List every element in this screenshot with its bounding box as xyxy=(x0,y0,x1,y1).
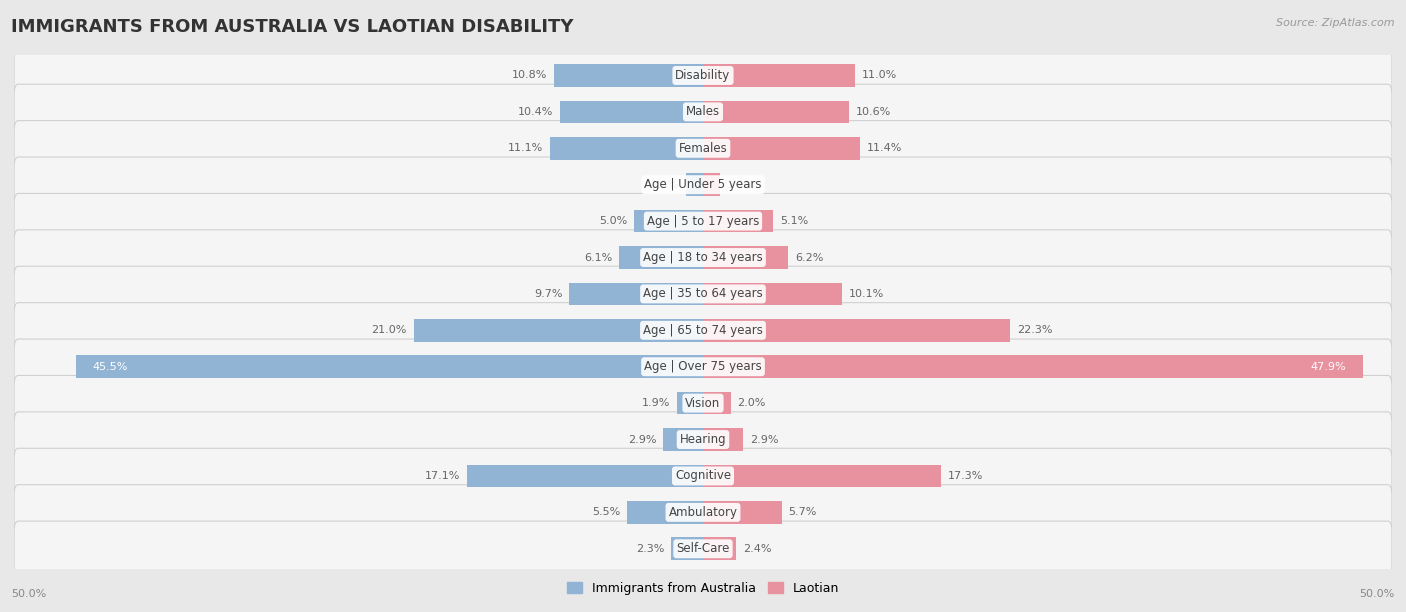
Bar xyxy=(634,210,703,233)
Text: 11.0%: 11.0% xyxy=(862,70,897,80)
Text: 10.8%: 10.8% xyxy=(512,70,547,80)
Text: Hearing: Hearing xyxy=(679,433,727,446)
Bar xyxy=(703,392,731,414)
FancyBboxPatch shape xyxy=(14,84,1392,140)
Bar xyxy=(676,392,703,414)
Bar xyxy=(560,100,703,123)
Text: 17.1%: 17.1% xyxy=(425,471,461,481)
FancyBboxPatch shape xyxy=(14,48,1392,103)
Text: 2.9%: 2.9% xyxy=(749,435,779,444)
FancyBboxPatch shape xyxy=(14,521,1392,577)
FancyBboxPatch shape xyxy=(14,485,1392,540)
Text: 9.7%: 9.7% xyxy=(534,289,562,299)
Text: 6.1%: 6.1% xyxy=(583,253,612,263)
Bar xyxy=(619,246,703,269)
Text: 5.1%: 5.1% xyxy=(780,216,808,226)
Text: 2.3%: 2.3% xyxy=(636,544,665,554)
Text: Age | 18 to 34 years: Age | 18 to 34 years xyxy=(643,251,763,264)
Text: 22.3%: 22.3% xyxy=(1017,326,1053,335)
Bar xyxy=(703,537,737,560)
Bar xyxy=(703,356,1362,378)
FancyBboxPatch shape xyxy=(14,230,1392,285)
Text: 21.0%: 21.0% xyxy=(371,326,406,335)
Text: 2.0%: 2.0% xyxy=(738,398,766,408)
Bar xyxy=(671,537,703,560)
Text: 50.0%: 50.0% xyxy=(1360,589,1395,599)
Text: 5.0%: 5.0% xyxy=(599,216,627,226)
Text: Age | Under 5 years: Age | Under 5 years xyxy=(644,178,762,191)
FancyBboxPatch shape xyxy=(14,303,1392,358)
Text: Age | 35 to 64 years: Age | 35 to 64 years xyxy=(643,288,763,300)
Bar xyxy=(703,210,773,233)
Bar xyxy=(703,428,742,451)
Bar xyxy=(76,356,703,378)
Text: 10.6%: 10.6% xyxy=(856,107,891,117)
Bar xyxy=(686,173,703,196)
Legend: Immigrants from Australia, Laotian: Immigrants from Australia, Laotian xyxy=(561,577,845,600)
Bar xyxy=(554,64,703,87)
Bar xyxy=(703,64,855,87)
Text: Self-Care: Self-Care xyxy=(676,542,730,555)
Text: 47.9%: 47.9% xyxy=(1310,362,1347,371)
Text: Vision: Vision xyxy=(685,397,721,409)
Bar xyxy=(413,319,703,341)
Text: 1.9%: 1.9% xyxy=(641,398,669,408)
Text: 11.1%: 11.1% xyxy=(508,143,543,153)
FancyBboxPatch shape xyxy=(14,376,1392,431)
FancyBboxPatch shape xyxy=(14,193,1392,248)
Text: 2.9%: 2.9% xyxy=(627,435,657,444)
Bar xyxy=(703,173,720,196)
FancyBboxPatch shape xyxy=(14,157,1392,212)
Bar xyxy=(664,428,703,451)
Text: Ambulatory: Ambulatory xyxy=(668,506,738,519)
Text: Females: Females xyxy=(679,142,727,155)
FancyBboxPatch shape xyxy=(14,339,1392,394)
Text: Age | 65 to 74 years: Age | 65 to 74 years xyxy=(643,324,763,337)
Text: 1.2%: 1.2% xyxy=(651,180,679,190)
Text: 1.2%: 1.2% xyxy=(727,180,755,190)
FancyBboxPatch shape xyxy=(14,412,1392,467)
Text: 5.5%: 5.5% xyxy=(592,507,620,517)
Bar xyxy=(703,100,849,123)
Text: 11.4%: 11.4% xyxy=(868,143,903,153)
Text: Disability: Disability xyxy=(675,69,731,82)
Text: IMMIGRANTS FROM AUSTRALIA VS LAOTIAN DISABILITY: IMMIGRANTS FROM AUSTRALIA VS LAOTIAN DIS… xyxy=(11,18,574,36)
FancyBboxPatch shape xyxy=(14,121,1392,176)
Text: Age | Over 75 years: Age | Over 75 years xyxy=(644,360,762,373)
Bar xyxy=(703,319,1011,341)
Bar xyxy=(703,465,942,487)
Text: 2.4%: 2.4% xyxy=(742,544,772,554)
FancyBboxPatch shape xyxy=(14,448,1392,504)
Text: 10.1%: 10.1% xyxy=(849,289,884,299)
Text: 50.0%: 50.0% xyxy=(11,589,46,599)
Bar xyxy=(569,283,703,305)
Bar xyxy=(703,283,842,305)
Text: 5.7%: 5.7% xyxy=(789,507,817,517)
Bar xyxy=(627,501,703,524)
Text: 10.4%: 10.4% xyxy=(517,107,553,117)
Text: 17.3%: 17.3% xyxy=(948,471,984,481)
Text: Source: ZipAtlas.com: Source: ZipAtlas.com xyxy=(1277,18,1395,28)
Text: 45.5%: 45.5% xyxy=(93,362,128,371)
Text: 6.2%: 6.2% xyxy=(796,253,824,263)
Text: Cognitive: Cognitive xyxy=(675,469,731,482)
Bar xyxy=(703,137,860,160)
Bar xyxy=(467,465,703,487)
Bar xyxy=(703,501,782,524)
Bar xyxy=(550,137,703,160)
Text: Males: Males xyxy=(686,105,720,118)
FancyBboxPatch shape xyxy=(14,266,1392,321)
Bar xyxy=(703,246,789,269)
Text: Age | 5 to 17 years: Age | 5 to 17 years xyxy=(647,215,759,228)
